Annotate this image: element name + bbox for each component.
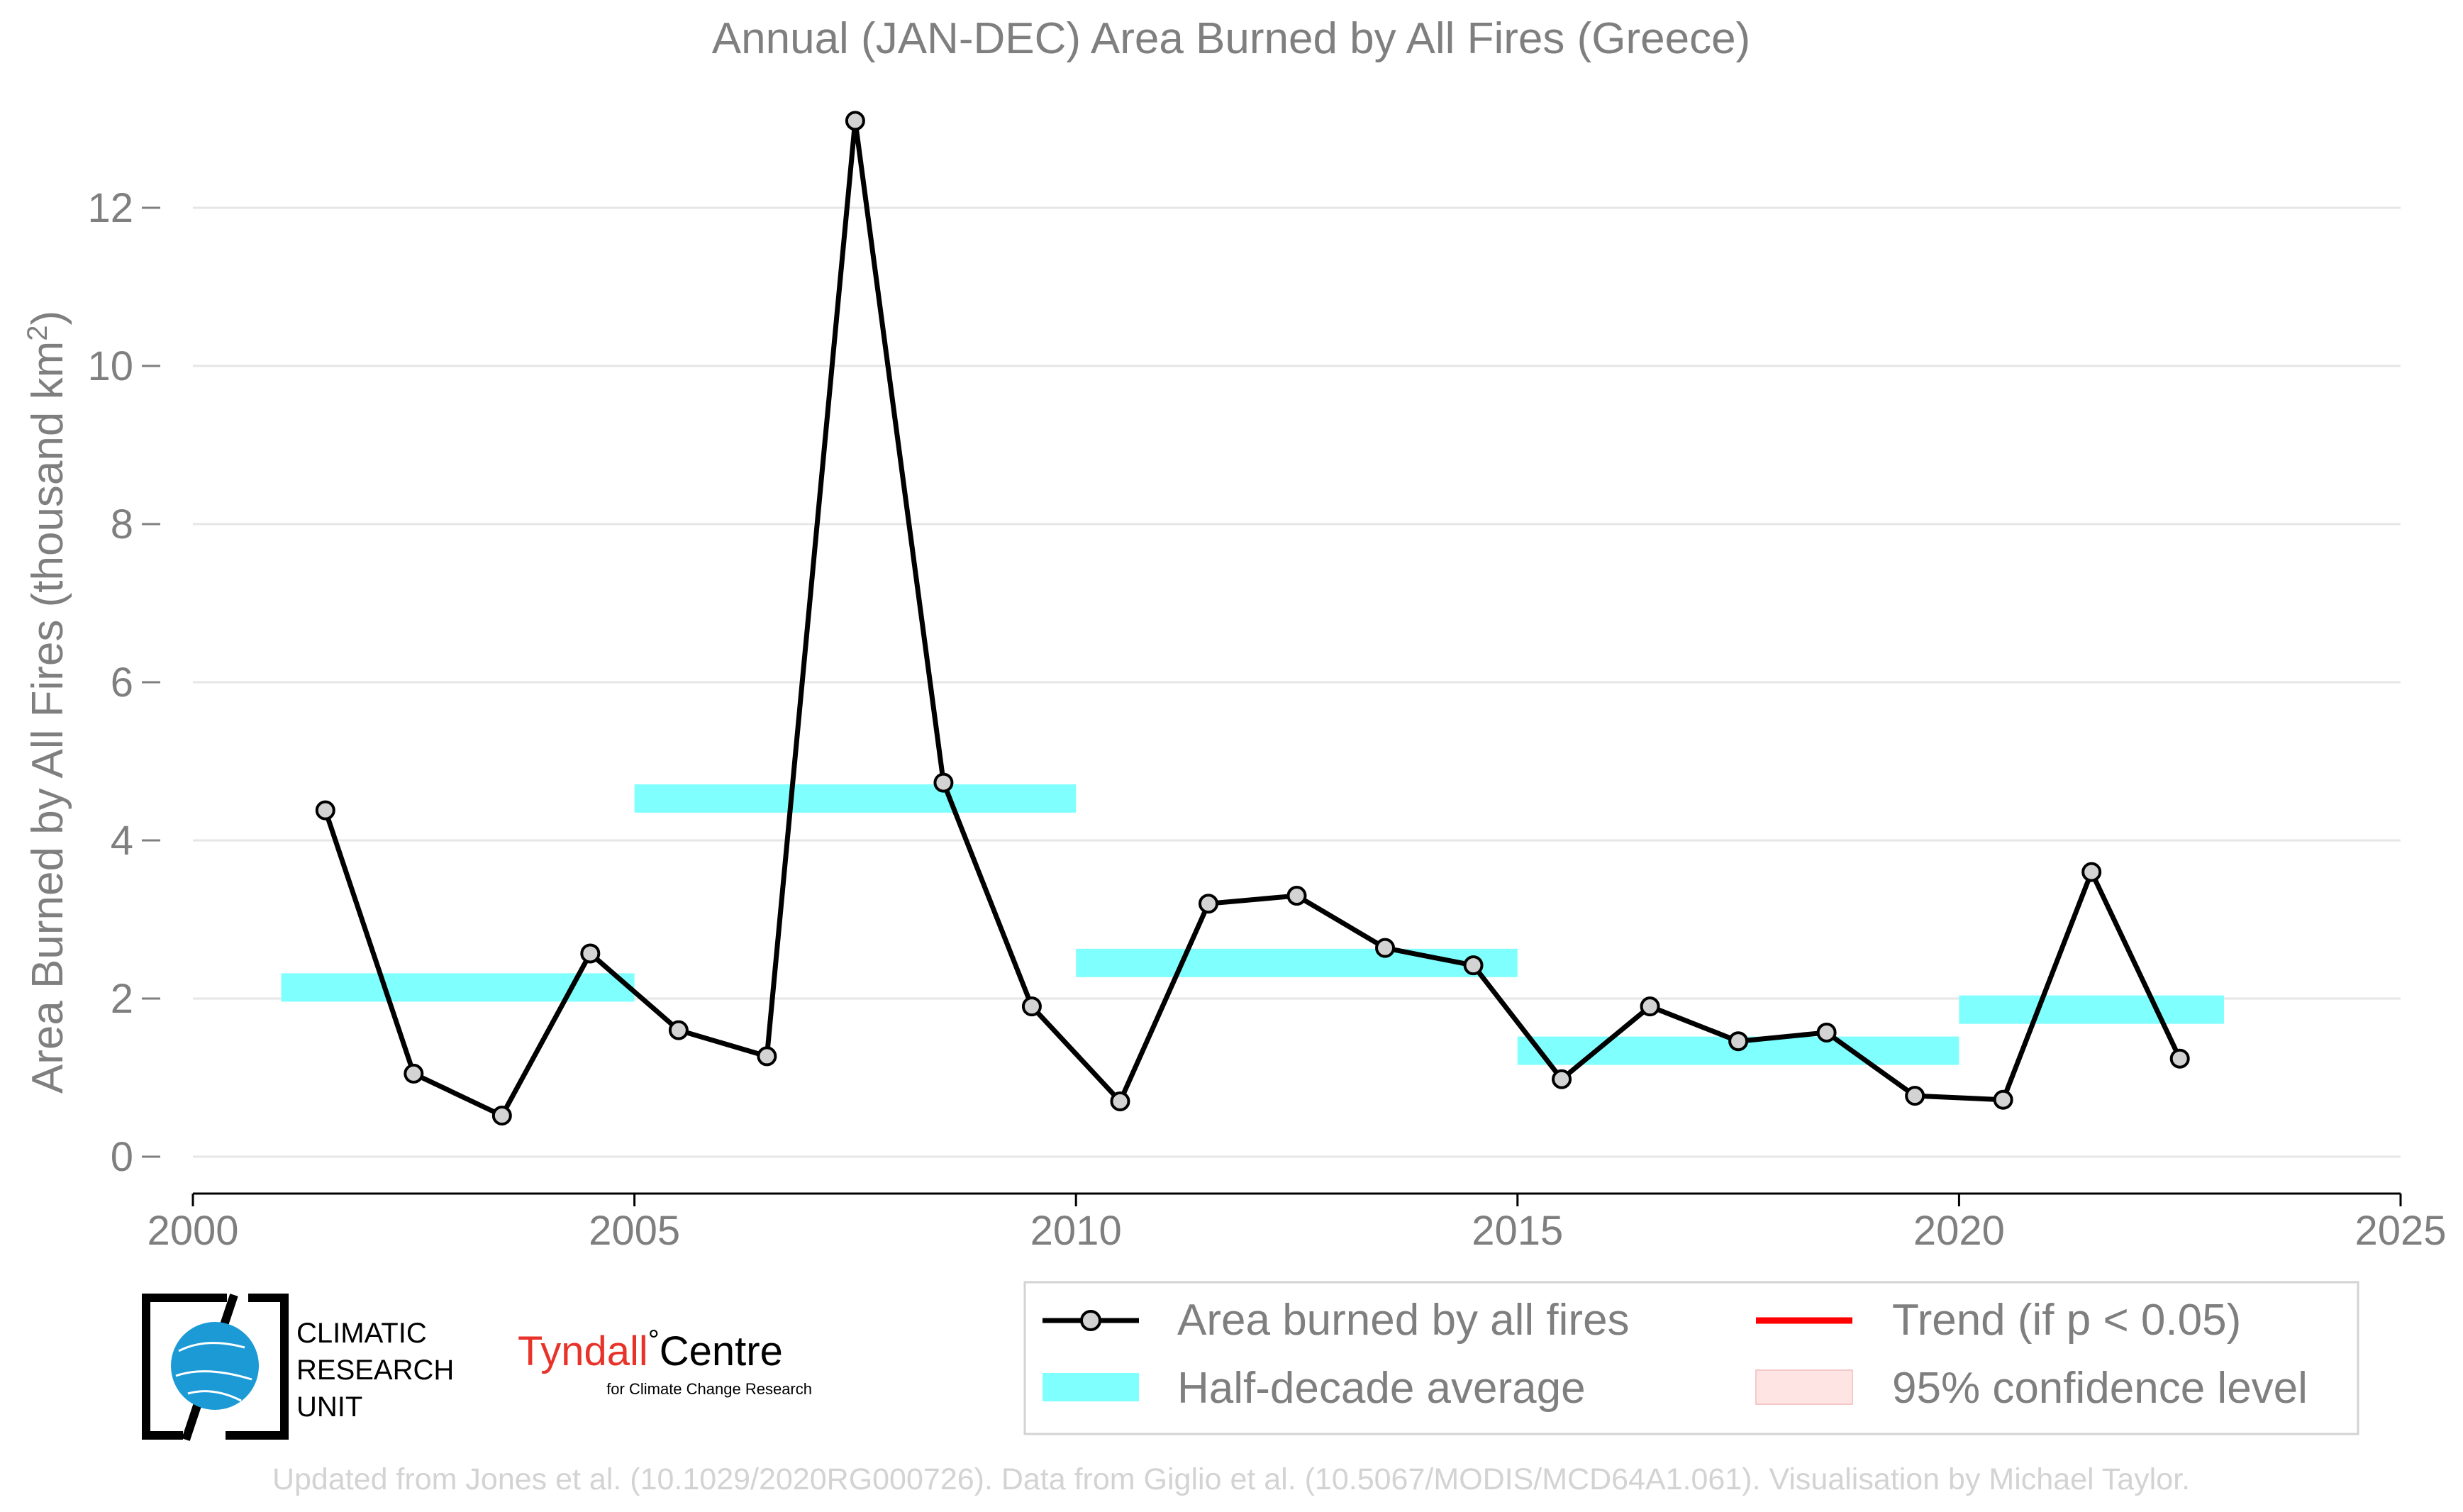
x-tick-label-2000: 2000: [147, 1208, 238, 1254]
data-point-2012: [1286, 886, 1307, 906]
data-point-2009: [1021, 996, 1042, 1017]
x-tick-label-2020: 2020: [1913, 1208, 2005, 1254]
tyndall-logo: Tyndall°Centre for Climate Change Resear…: [518, 1325, 812, 1398]
legend-label-confidence: 95% confidence level: [1892, 1364, 2308, 1413]
y-axis-label: Area Burned by All Fires (thousand km2): [22, 311, 72, 1094]
y-tick-label-10: 10: [87, 343, 133, 389]
data-point-2017: [1728, 1031, 1749, 1052]
legend-frame: [1023, 1281, 2359, 1435]
y-tick-label-2: 2: [111, 976, 133, 1022]
y-tick-label-0: 0: [111, 1134, 133, 1180]
data-point-2008: [933, 772, 954, 793]
cru-logo-line-3: UNIT: [296, 1391, 362, 1423]
y-tick-label-12: 12: [87, 185, 133, 231]
axis-layer: 0 2 4 6 8 10 12 2000 2005 2010 2015 2020 2025: [87, 185, 2446, 1254]
cru-logo-bracket-right: [226, 1294, 289, 1440]
half-decade-average-bar-1: [281, 973, 635, 1002]
data-point-2016: [1640, 996, 1660, 1017]
half-decade-average-bar-2: [634, 784, 1077, 813]
globe-icon-contours: [175, 1342, 252, 1402]
legend-swatch-confidence: [1755, 1369, 1853, 1405]
globe-icon: [171, 1322, 259, 1410]
legend-label-area-burned: Area burned by all fires: [1177, 1296, 1630, 1345]
data-point-2013: [1375, 938, 1396, 958]
x-tick-label-2015: 2015: [1472, 1208, 1563, 1254]
y-axis-label-main: Area Burned by All Fires (thousand km: [23, 341, 72, 1094]
x-tick-label-2025: 2025: [2354, 1208, 2446, 1254]
half-decade-average-bar-3: [1076, 948, 1518, 977]
data-point-2015: [1552, 1069, 1572, 1089]
data-point-2007: [845, 111, 865, 131]
cru-logo-line-2: RESEARCH: [296, 1355, 454, 1386]
series-line-area-burned: [323, 118, 2182, 1118]
legend-label-half-decade: Half-decade average: [1177, 1364, 1586, 1413]
data-point-2006: [757, 1046, 777, 1067]
cru-logo-bracket-left: [142, 1294, 209, 1440]
data-point-2003: [491, 1106, 512, 1126]
y-tick-label-8: 8: [111, 501, 133, 547]
data-point-2018: [1816, 1022, 1837, 1043]
y-axis-label-superscript: 2: [22, 326, 53, 341]
y-tick-label-6: 6: [111, 660, 133, 706]
cru-logo-line-1: CLIMATIC: [296, 1318, 427, 1349]
tyndall-logo-main: Tyndall: [518, 1328, 648, 1374]
legend-item-confidence: 95% confidence level: [1755, 1364, 2308, 1413]
tyndall-logo-degree: °: [648, 1325, 660, 1356]
data-point-2014: [1463, 955, 1484, 976]
data-point-2020: [1993, 1089, 2013, 1110]
legend-item-trend: Trend (if p < 0.05): [1756, 1296, 2241, 1345]
legend-item-half-decade: Half-decade average: [1043, 1364, 1586, 1413]
series-layer: [315, 111, 2190, 1126]
footer-credit: Updated from Jones et al. (10.1029/2020R…: [272, 1462, 2190, 1496]
tyndall-logo-subtitle: for Climate Change Research: [606, 1380, 812, 1398]
half-decade-average-bar-5: [1959, 995, 2224, 1024]
data-point-2005: [668, 1020, 689, 1040]
tyndall-logo-centre: Centre: [660, 1328, 783, 1374]
y-tick-label-4: 4: [111, 818, 133, 864]
data-point-2001: [315, 800, 335, 821]
half-decade-average-layer: [281, 784, 2224, 1065]
cru-logo: CLIMATIC RESEARCH UNIT: [142, 1294, 454, 1441]
data-point-2019: [1905, 1086, 1925, 1106]
tyndall-logo-title: Tyndall°Centre: [518, 1325, 783, 1374]
legend-item-area-burned: Area burned by all fires: [1043, 1296, 1630, 1345]
legend: Area burned by all fires Trend (if p < 0…: [1023, 1281, 2359, 1435]
data-point-2004: [580, 943, 601, 964]
data-point-2002: [404, 1063, 424, 1084]
data-point-2021: [2081, 862, 2102, 882]
data-point-2011: [1198, 894, 1218, 914]
legend-swatch-half-decade: [1043, 1373, 1139, 1401]
chart-title: Annual (JAN-DEC) Area Burned by All Fire…: [712, 14, 1750, 63]
x-tick-label-2010: 2010: [1030, 1208, 1122, 1254]
legend-label-trend: Trend (if p < 0.05): [1892, 1296, 2241, 1345]
data-point-2010: [1110, 1091, 1130, 1111]
legend-swatch-marker: [1080, 1310, 1101, 1331]
x-tick-label-2005: 2005: [589, 1208, 680, 1254]
y-axis-label-close: ): [23, 311, 72, 326]
data-point-2022: [2169, 1048, 2190, 1069]
